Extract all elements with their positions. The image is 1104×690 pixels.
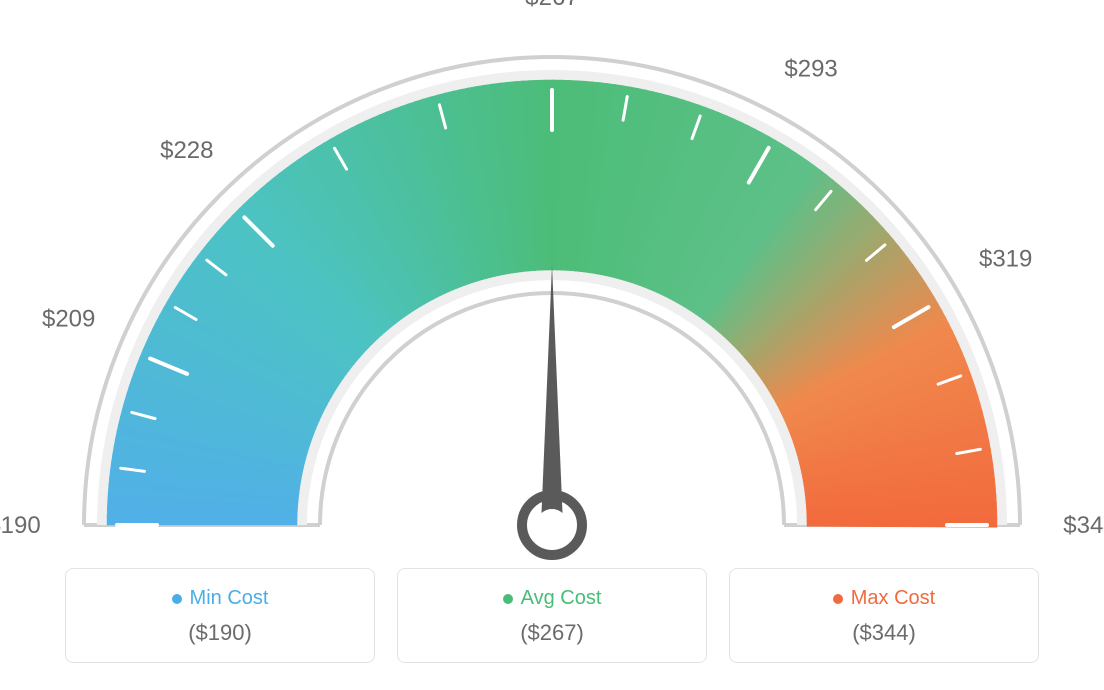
legend-value-max: ($344) bbox=[740, 620, 1028, 646]
tick-label: $190 bbox=[0, 512, 41, 539]
gauge-needle bbox=[541, 265, 563, 525]
gauge-hub-inner bbox=[536, 509, 568, 541]
tick-label: $319 bbox=[979, 246, 1032, 273]
legend-label-min: Min Cost bbox=[190, 587, 269, 610]
gauge-svg: $190 $209 $228 $267 $293 $319 $344 bbox=[0, 0, 1104, 560]
legend-label-avg: Avg Cost bbox=[521, 587, 602, 610]
legend-dot-min bbox=[172, 594, 182, 604]
legend-card-max: Max Cost ($344) bbox=[729, 568, 1039, 663]
legend-dot-avg bbox=[503, 594, 513, 604]
tick-label: $267 bbox=[525, 0, 578, 11]
legend-card-min: Min Cost ($190) bbox=[65, 568, 375, 663]
legend-dot-max bbox=[833, 594, 843, 604]
legend-card-avg: Avg Cost ($267) bbox=[397, 568, 707, 663]
gauge-chart: $190 $209 $228 $267 $293 $319 $344 bbox=[0, 0, 1104, 560]
tick-label: $209 bbox=[42, 306, 95, 333]
tick-label: $228 bbox=[160, 137, 213, 164]
legend-label-max: Max Cost bbox=[851, 587, 935, 610]
legend-title-avg: Avg Cost bbox=[503, 587, 602, 610]
legend-value-min: ($190) bbox=[76, 620, 364, 646]
legend-title-min: Min Cost bbox=[172, 587, 269, 610]
tick-label: $293 bbox=[784, 56, 837, 83]
legend-value-avg: ($267) bbox=[408, 620, 696, 646]
tick-label: $344 bbox=[1063, 512, 1104, 539]
legend-title-max: Max Cost bbox=[833, 587, 935, 610]
legend-row: Min Cost ($190) Avg Cost ($267) Max Cost… bbox=[0, 568, 1104, 663]
